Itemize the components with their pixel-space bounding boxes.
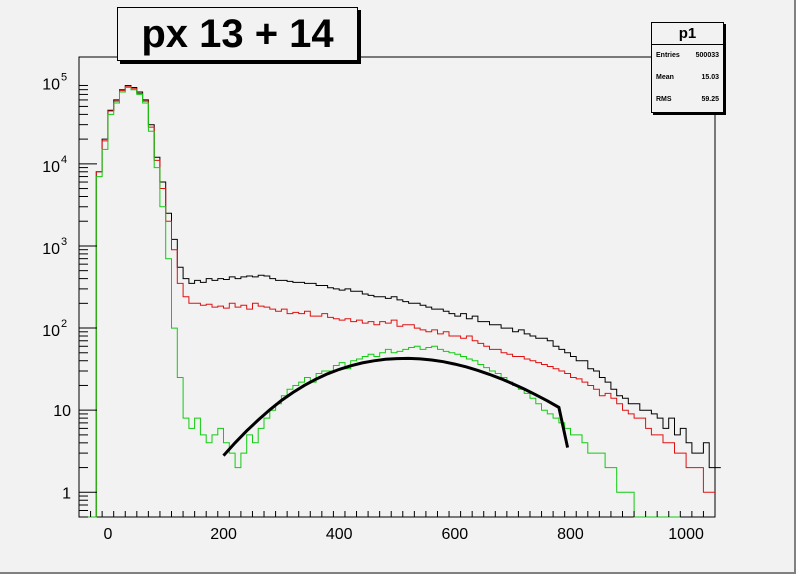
chart-title-text: px 13 + 14 bbox=[141, 11, 334, 56]
stats-name: p1 bbox=[652, 23, 723, 45]
histogram-series-2 bbox=[79, 87, 681, 518]
stats-value: 59.25 bbox=[701, 96, 719, 103]
y-tick-label: 10 bbox=[42, 323, 60, 340]
x-tick-label: 800 bbox=[557, 526, 584, 543]
y-tick-exponent: 2 bbox=[61, 318, 67, 330]
stats-label: Entries bbox=[656, 52, 680, 59]
x-axis: 0 200 400 600 800 1000 bbox=[78, 511, 716, 543]
fit-layer bbox=[222, 356, 570, 457]
stats-label: Mean bbox=[656, 74, 674, 81]
stats-row-rms: RMS 59.25 bbox=[652, 89, 723, 111]
x-tick-label: 600 bbox=[441, 526, 468, 543]
stats-box: p1 Entries 500033 Mean 15.03 RMS 59.25 bbox=[651, 22, 724, 113]
y-tick-exponent: 3 bbox=[61, 236, 67, 248]
x-tick-label: 400 bbox=[326, 526, 353, 543]
stats-row-entries: Entries 500033 bbox=[652, 45, 723, 67]
y-tick-label: 10 bbox=[42, 77, 60, 94]
histogram-series-1 bbox=[79, 85, 715, 518]
fit-curve bbox=[222, 356, 570, 457]
histogram-series-0 bbox=[79, 85, 721, 518]
stats-value: 500033 bbox=[695, 52, 719, 59]
series-layer bbox=[79, 85, 721, 518]
x-tick-label: 0 bbox=[103, 526, 112, 543]
y-tick-label: 10 bbox=[42, 241, 60, 258]
chart-title: px 13 + 14 bbox=[117, 7, 358, 61]
x-tick-label: 200 bbox=[210, 526, 237, 543]
y-tick-label: 10 bbox=[42, 159, 60, 176]
plot-frame bbox=[78, 56, 716, 518]
y-tick-exponent: 4 bbox=[61, 154, 67, 166]
y-tick-exponent: 5 bbox=[61, 72, 67, 84]
y-tick-label: 10 bbox=[53, 403, 71, 420]
y-tick-label: 1 bbox=[62, 485, 71, 502]
stats-value: 15.03 bbox=[701, 74, 719, 81]
stats-row-mean: Mean 15.03 bbox=[652, 67, 723, 89]
x-tick-label: 1000 bbox=[668, 526, 704, 543]
stats-label: RMS bbox=[656, 96, 672, 103]
